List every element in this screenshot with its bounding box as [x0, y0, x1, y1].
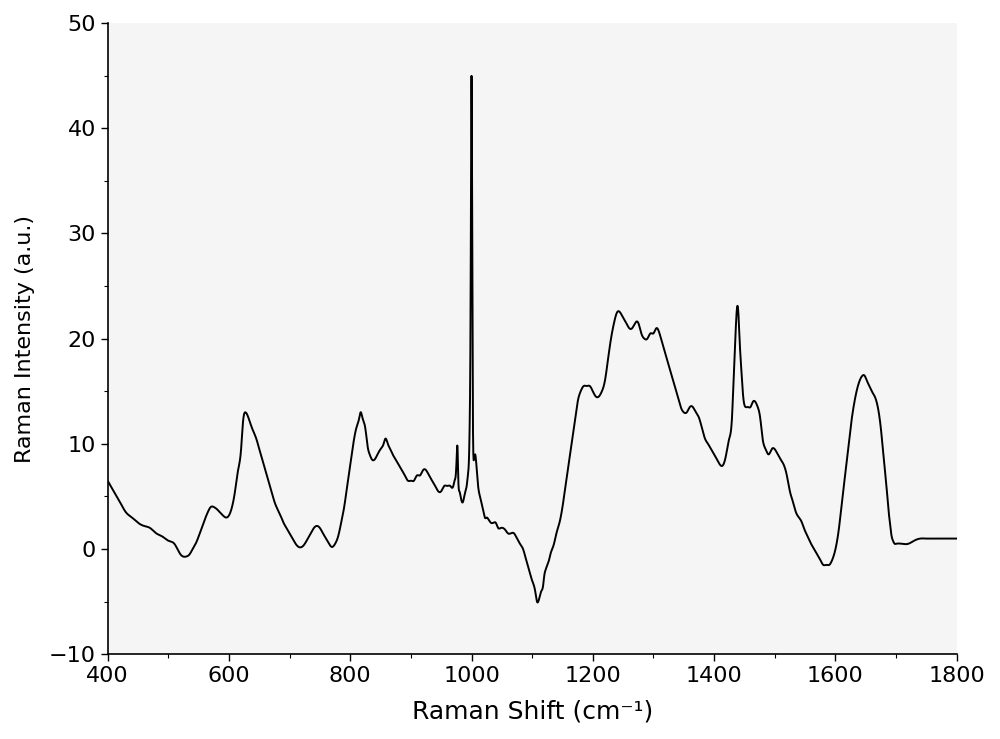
- Y-axis label: Raman Intensity (a.u.): Raman Intensity (a.u.): [15, 214, 35, 463]
- X-axis label: Raman Shift (cm⁻¹): Raman Shift (cm⁻¹): [412, 700, 653, 724]
